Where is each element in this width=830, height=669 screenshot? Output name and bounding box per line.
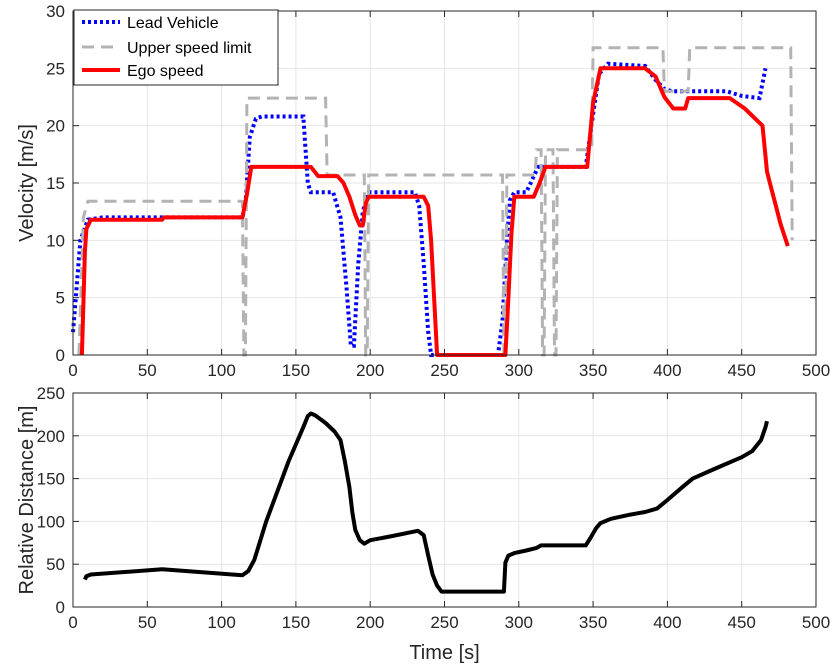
velocity-y-axis-label: Velocity [m/s] [16,124,38,242]
legend-label-ego-speed: Ego speed [127,63,204,80]
x-tick-label: 0 [68,361,77,380]
x-tick-label: 500 [802,613,830,632]
velocity-ticks: 0 50 100 150 200 250 300 350 400 450 500 0 5 10 15 20 25… [46,2,830,380]
x-tick-label: 450 [728,613,756,632]
x-tick-label: 150 [282,361,310,380]
x-tick-label: 350 [579,361,607,380]
y-tick-label: 250 [37,384,65,403]
x-tick-label: 150 [282,613,310,632]
distance-ticks: 0 50 100 150 200 250 300 350 400 450 500 0 50 100 150 2… [37,384,830,632]
y-tick-label: 50 [46,555,65,574]
y-tick-label: 5 [56,289,65,308]
legend: Lead Vehicle Upper speed limit Ego speed [73,9,279,86]
velocity-panel: 0 50 100 150 200 250 300 350 400 450 500 0 5 10 15 20 25… [16,2,830,380]
y-tick-label: 15 [46,174,65,193]
legend-label-lead-vehicle: Lead Vehicle [127,15,219,32]
x-tick-label: 200 [356,361,384,380]
lead-vehicle-line [71,61,768,357]
x-tick-label: 350 [579,613,607,632]
upper-speed-limit-line [77,46,794,357]
x-tick-label: 300 [505,361,533,380]
x-tick-label: 500 [802,361,830,380]
x-tick-label: 400 [653,613,681,632]
relative-distance-line [83,411,769,594]
y-tick-label: 0 [56,598,65,617]
y-tick-label: 100 [37,512,65,531]
x-tick-label: 200 [356,613,384,632]
y-tick-label: 150 [37,470,65,489]
x-tick-label: 250 [430,613,458,632]
x-tick-label: 100 [207,361,235,380]
x-tick-label: 400 [653,361,681,380]
distance-grid [72,392,817,608]
x-tick-label: 0 [68,613,77,632]
y-tick-label: 20 [46,117,65,136]
distance-y-axis-label: Relative Distance [m] [16,406,38,595]
y-tick-label: 10 [46,231,65,250]
x-tick-label: 250 [430,361,458,380]
distance-series [83,411,769,594]
distance-x-axis-label: Time [s] [409,642,479,664]
ego-speed-line [79,66,790,357]
y-tick-label: 30 [46,2,65,21]
x-tick-label: 50 [138,613,157,632]
y-tick-label: 25 [46,59,65,78]
y-tick-label: 0 [56,346,65,365]
x-tick-label: 50 [138,361,157,380]
x-tick-label: 450 [728,361,756,380]
distance-panel: 0 50 100 150 200 250 300 350 400 450 500 0 50 100 150 2… [16,384,830,664]
x-tick-label: 100 [207,613,235,632]
x-tick-label: 300 [505,613,533,632]
y-tick-label: 200 [37,427,65,446]
velocity-series [71,46,794,357]
legend-label-upper-speed-limit: Upper speed limit [127,40,252,57]
